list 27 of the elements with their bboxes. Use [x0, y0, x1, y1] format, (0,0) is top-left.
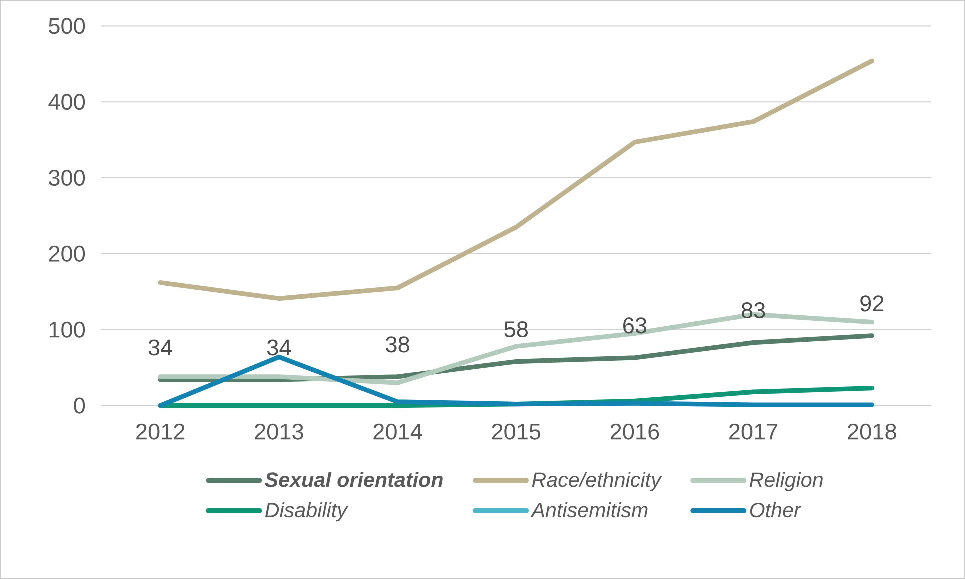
y-tick-label: 300: [49, 170, 86, 186]
legend-label: Religion: [750, 472, 823, 492]
x-tick-label: 2018: [848, 424, 896, 440]
x-tick-label: 2016: [610, 424, 660, 440]
y-tick-label: 200: [49, 246, 86, 262]
x-tick-label: 2013: [255, 424, 304, 440]
data-label: 83: [742, 302, 766, 318]
y-tick-label: 100: [50, 322, 86, 338]
data-label: 58: [504, 321, 528, 338]
x-tick-label: 2017: [730, 424, 778, 440]
x-tick-label: 2014: [374, 424, 422, 440]
legend-label: Antisemitism: [530, 502, 648, 518]
data-label: 63: [624, 318, 647, 334]
line-series: [158, 354, 874, 408]
y-tick-label: 500: [49, 18, 86, 34]
legend-label: Other: [750, 502, 802, 518]
legend-label: Disability: [265, 502, 348, 522]
data-label: 34: [267, 340, 292, 356]
data-label: 34: [148, 340, 173, 356]
legend-label: Sexual orientation: [265, 472, 443, 488]
y-tick-label: 0: [74, 398, 86, 414]
x-tick-label: 2015: [492, 424, 541, 440]
y-tick-label: 400: [48, 94, 86, 110]
legend-label: Race/ethnicity: [532, 472, 662, 492]
data-label: 38: [386, 336, 410, 353]
x-tick-label: 2012: [136, 424, 185, 440]
data-label: 92: [860, 295, 884, 312]
